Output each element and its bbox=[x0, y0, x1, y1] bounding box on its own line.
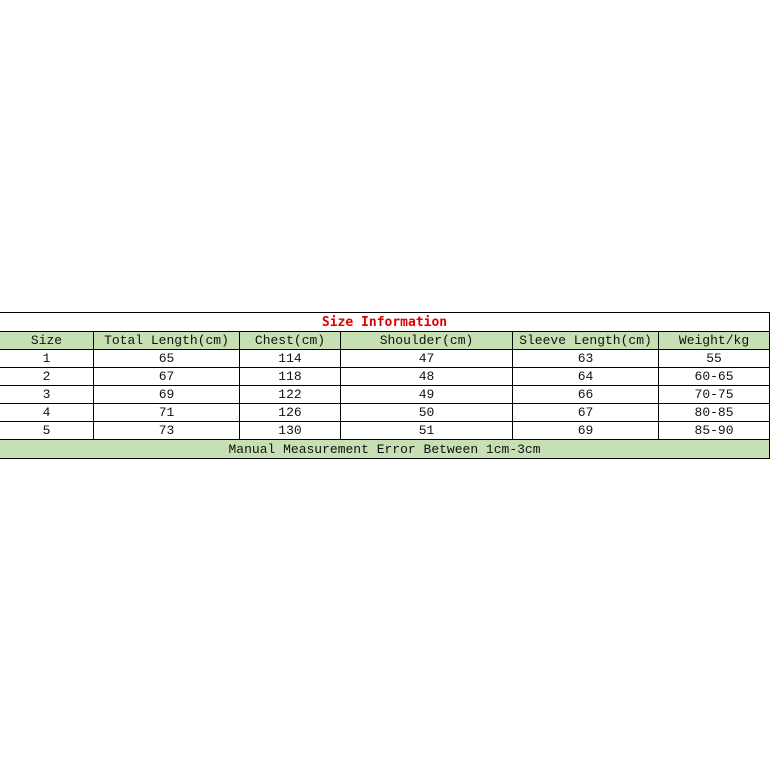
header-cell: Sleeve Length(cm) bbox=[512, 331, 659, 350]
table-row: 3 69 122 49 66 70-75 bbox=[0, 385, 770, 404]
header-cell: Size bbox=[0, 331, 94, 350]
table-cell: 80-85 bbox=[657, 403, 770, 422]
title-row: Size Information bbox=[0, 312, 770, 332]
table-title: Size Information bbox=[0, 312, 770, 332]
size-table: Size Information Size Total Length(cm) C… bbox=[0, 312, 770, 459]
footer-note: Manual Measurement Error Between 1cm-3cm bbox=[0, 439, 770, 459]
table-cell: 4 bbox=[0, 403, 94, 422]
table-cell: 63 bbox=[512, 349, 659, 368]
table-cell: 85-90 bbox=[657, 421, 770, 440]
table-cell: 130 bbox=[239, 421, 341, 440]
header-cell: Chest(cm) bbox=[239, 331, 341, 350]
table-cell: 50 bbox=[340, 403, 513, 422]
footer-row: Manual Measurement Error Between 1cm-3cm bbox=[0, 439, 770, 459]
table-cell: 60-65 bbox=[657, 367, 770, 386]
table-cell: 66 bbox=[512, 385, 659, 404]
table-cell: 48 bbox=[340, 367, 513, 386]
table-cell: 47 bbox=[340, 349, 513, 368]
header-row: Size Total Length(cm) Chest(cm) Shoulder… bbox=[0, 331, 770, 350]
table-cell: 69 bbox=[93, 385, 240, 404]
header-cell: Total Length(cm) bbox=[93, 331, 240, 350]
table-cell: 1 bbox=[0, 349, 94, 368]
table-cell: 71 bbox=[93, 403, 240, 422]
table-cell: 114 bbox=[239, 349, 341, 368]
header-cell: Weight/kg bbox=[657, 331, 770, 350]
table-cell: 126 bbox=[239, 403, 341, 422]
table-row: 4 71 126 50 67 80-85 bbox=[0, 403, 770, 422]
table-row: 5 73 130 51 69 85-90 bbox=[0, 421, 770, 440]
table-cell: 49 bbox=[340, 385, 513, 404]
table-cell: 3 bbox=[0, 385, 94, 404]
table-cell: 122 bbox=[239, 385, 341, 404]
table-cell: 64 bbox=[512, 367, 659, 386]
table-cell: 118 bbox=[239, 367, 341, 386]
table-cell: 55 bbox=[657, 349, 770, 368]
table-row: 1 65 114 47 63 55 bbox=[0, 349, 770, 368]
table-cell: 5 bbox=[0, 421, 94, 440]
table-row: 2 67 118 48 64 60-65 bbox=[0, 367, 770, 386]
header-cell: Shoulder(cm) bbox=[340, 331, 513, 350]
table-cell: 51 bbox=[340, 421, 513, 440]
table-cell: 67 bbox=[512, 403, 659, 422]
table-cell: 69 bbox=[512, 421, 659, 440]
table-cell: 70-75 bbox=[657, 385, 770, 404]
table-cell: 73 bbox=[93, 421, 240, 440]
table-cell: 67 bbox=[93, 367, 240, 386]
table-cell: 2 bbox=[0, 367, 94, 386]
table-cell: 65 bbox=[93, 349, 240, 368]
